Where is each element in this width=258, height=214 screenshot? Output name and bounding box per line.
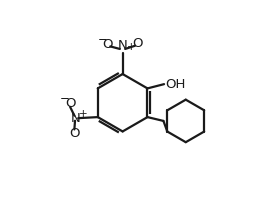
Text: O: O <box>102 38 112 51</box>
Text: −: − <box>60 92 70 105</box>
Text: O: O <box>65 97 75 110</box>
Text: N: N <box>71 112 80 125</box>
Text: +: + <box>79 109 88 119</box>
Text: −: − <box>98 33 108 46</box>
Text: OH: OH <box>166 78 186 91</box>
Text: O: O <box>133 37 143 50</box>
Text: O: O <box>69 127 80 140</box>
Text: +: + <box>127 42 135 52</box>
Text: N: N <box>118 39 127 52</box>
